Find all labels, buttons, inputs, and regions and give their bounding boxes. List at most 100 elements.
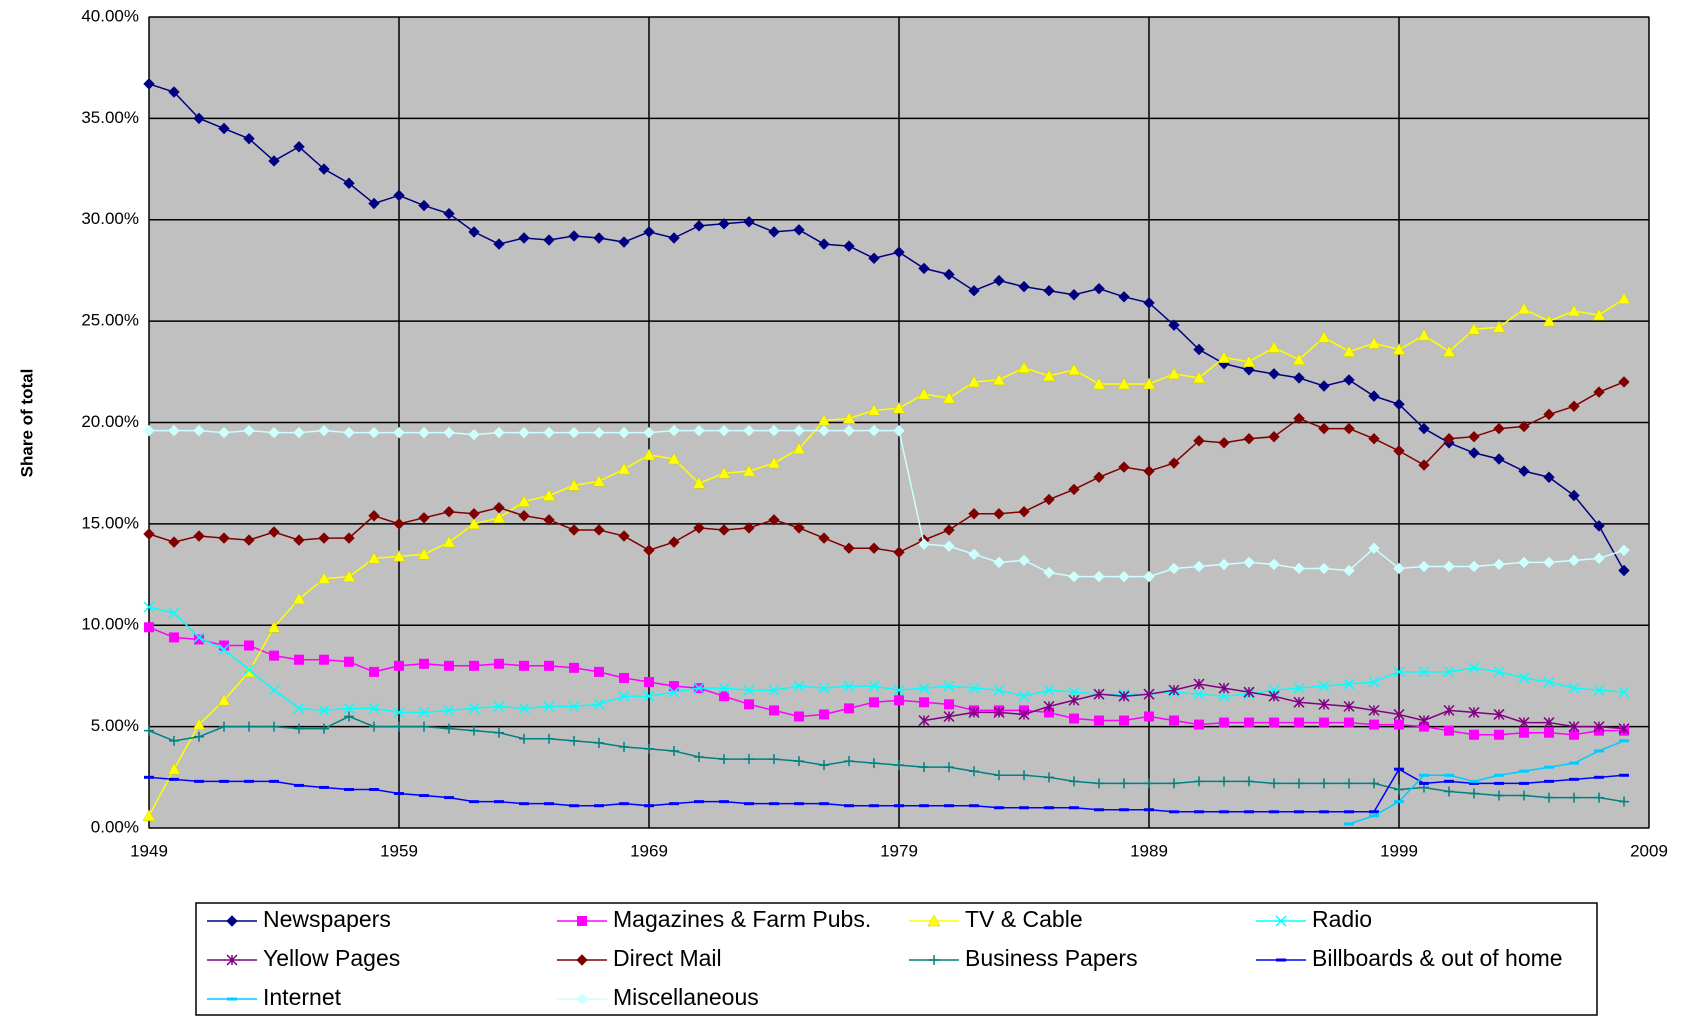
y-tick-label: 15.00%: [81, 513, 139, 532]
data-point: [267, 620, 281, 633]
data-point: [1293, 682, 1305, 694]
data-point: [1393, 445, 1405, 457]
data-point: [793, 522, 805, 534]
data-point: [592, 474, 606, 487]
data-point: [1444, 786, 1454, 797]
data-point: [1442, 345, 1456, 357]
data-point: [1543, 717, 1555, 729]
data-point: [218, 122, 230, 135]
data-point: [1043, 285, 1055, 297]
y-tick-label: 10.00%: [81, 615, 139, 634]
data-point: [393, 426, 405, 439]
data-point: [443, 426, 455, 439]
data-point: [769, 754, 779, 765]
data-point: [1469, 788, 1479, 799]
data-point: [1119, 715, 1129, 726]
data-point: [1619, 796, 1629, 807]
data-point: [767, 456, 781, 469]
data-point: [1218, 690, 1230, 702]
data-point: [1594, 792, 1604, 803]
data-point: [443, 704, 455, 716]
legend-marker: [576, 993, 588, 1005]
data-point: [394, 721, 404, 732]
data-point: [1243, 364, 1255, 376]
data-point: [1443, 704, 1455, 716]
data-point: [292, 592, 306, 605]
y-tick-label: 25.00%: [81, 311, 139, 330]
data-point: [368, 197, 380, 210]
data-point: [1568, 554, 1580, 567]
data-point: [1244, 776, 1254, 787]
data-point: [317, 572, 331, 584]
data-point: [1443, 433, 1455, 445]
data-point: [1018, 280, 1030, 293]
data-point: [1493, 558, 1505, 571]
data-point: [543, 514, 555, 526]
data-point: [943, 524, 955, 536]
data-point: [1143, 465, 1155, 477]
data-point: [844, 703, 854, 714]
data-point: [843, 680, 855, 692]
data-point: [144, 622, 154, 633]
data-point: [293, 141, 305, 153]
legend-label: Business Papers: [965, 945, 1138, 971]
data-point: [318, 704, 330, 716]
data-point: [1318, 422, 1330, 435]
data-point: [1394, 784, 1404, 795]
data-point: [1543, 556, 1555, 569]
data-point: [818, 238, 830, 250]
data-point: [894, 695, 904, 706]
data-point: [418, 512, 430, 524]
data-point: [967, 375, 981, 388]
data-point: [1294, 778, 1304, 789]
data-point: [1469, 729, 1479, 740]
data-point: [594, 737, 604, 748]
data-point: [1343, 374, 1355, 386]
data-point: [493, 501, 505, 514]
data-point: [468, 508, 480, 520]
data-point: [293, 534, 305, 546]
data-point: [818, 532, 830, 544]
data-point: [519, 660, 529, 671]
data-point: [1568, 489, 1580, 502]
data-point: [1418, 715, 1430, 727]
data-point: [344, 711, 354, 722]
legend-marker: [1275, 915, 1287, 927]
data-point: [369, 666, 379, 677]
data-point: [718, 218, 730, 230]
data-point: [294, 654, 304, 665]
data-point: [1169, 778, 1179, 789]
series-line: [148, 606, 1625, 714]
data-point: [1518, 717, 1530, 729]
x-tick-label: 1969: [630, 841, 668, 860]
data-point: [744, 699, 754, 710]
data-point: [943, 680, 955, 692]
data-point: [1143, 570, 1155, 583]
data-point: [1417, 328, 1431, 341]
data-point: [1294, 717, 1304, 728]
data-point: [942, 391, 956, 404]
data-point: [1318, 680, 1330, 692]
data-point: [1268, 430, 1280, 443]
data-point: [268, 155, 280, 167]
data-point: [1118, 570, 1130, 583]
legend-label: Radio: [1312, 906, 1372, 932]
data-point: [1418, 666, 1430, 678]
data-point: [718, 524, 730, 536]
data-point: [469, 660, 479, 671]
data-point: [693, 220, 705, 232]
data-point: [1093, 688, 1105, 700]
data-point: [418, 426, 430, 439]
x-tick-label: 2009: [1630, 841, 1668, 860]
data-point: [618, 236, 630, 248]
data-point: [692, 476, 706, 489]
data-point: [1542, 314, 1556, 327]
data-point: [844, 756, 854, 767]
data-point: [868, 680, 880, 692]
data-point: [968, 548, 980, 560]
data-point: [1193, 678, 1205, 690]
data-point: [419, 721, 429, 732]
data-point: [1169, 715, 1179, 726]
data-point: [393, 518, 405, 530]
